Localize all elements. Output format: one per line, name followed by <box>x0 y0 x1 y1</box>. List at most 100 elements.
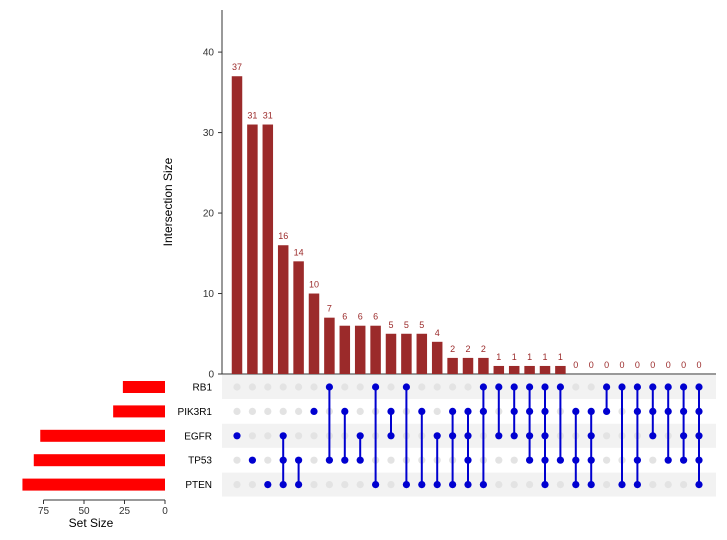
matrix-dot-active <box>695 481 703 489</box>
matrix-dot-active <box>680 407 688 415</box>
intersection-bar <box>447 357 458 374</box>
intersection-bar <box>247 124 258 375</box>
intersection-bar-label: 6 <box>373 312 378 322</box>
matrix-dot-active <box>356 432 364 440</box>
matrix-dot-inactive <box>310 432 318 440</box>
matrix-dot-active <box>495 383 503 391</box>
matrix-dot-active <box>418 481 426 489</box>
set-size-tick-label: 50 <box>78 506 90 517</box>
matrix-dot-active <box>433 481 441 489</box>
matrix-dot-inactive <box>649 456 657 464</box>
intersection-bars <box>231 76 566 375</box>
matrix-dot-active <box>325 456 333 464</box>
matrix-dot-active <box>402 481 410 489</box>
matrix-dot-active <box>464 432 472 440</box>
intersection-bar <box>385 333 397 374</box>
matrix-dot-inactive <box>495 481 503 489</box>
intersection-bar-label: 5 <box>404 320 409 330</box>
matrix-dot-active <box>479 481 487 489</box>
matrix-dot-active <box>433 432 441 440</box>
intersection-bar <box>308 293 320 374</box>
matrix-dot-active <box>649 383 657 391</box>
matrix-dot-active <box>603 407 611 415</box>
matrix-dot-inactive <box>680 481 688 489</box>
intersection-bar <box>524 365 535 374</box>
matrix-dot-active <box>248 456 256 464</box>
set-size-bar <box>113 405 165 418</box>
matrix-dot-inactive <box>310 383 318 391</box>
matrix-dot-active <box>279 432 287 440</box>
matrix-dot-inactive <box>510 481 518 489</box>
intersection-bar <box>231 76 243 374</box>
intersection-bar-label: 0 <box>573 360 578 370</box>
matrix-dot-active <box>310 407 318 415</box>
matrix-dot-active <box>572 407 580 415</box>
matrix-dot-active <box>633 383 642 391</box>
matrix-dot-active <box>387 432 395 440</box>
y-tick-label: 0 <box>208 370 214 381</box>
matrix-dot-inactive <box>233 481 241 489</box>
intersection-bar-label: 6 <box>342 312 347 322</box>
intersection-bar <box>277 245 289 374</box>
matrix-dot-active <box>541 383 549 391</box>
matrix-dot-inactive <box>449 383 457 391</box>
matrix-dot-active <box>449 407 457 415</box>
matrix-dot-inactive <box>295 383 303 391</box>
matrix-dot-active <box>680 456 688 464</box>
intersection-bar-label: 14 <box>294 247 304 257</box>
set-size-tick-label: 0 <box>162 506 168 517</box>
matrix-dot-inactive <box>603 456 611 464</box>
matrix-dot-active <box>418 407 426 415</box>
matrix-dot-active <box>526 432 534 440</box>
matrix-dot-inactive <box>495 456 503 464</box>
matrix-dot-inactive <box>433 407 441 415</box>
matrix-dot-active <box>341 407 349 415</box>
matrix-dot-inactive <box>325 481 333 489</box>
matrix-dot-inactive <box>587 383 595 391</box>
y-tick-label: 40 <box>203 48 215 59</box>
matrix-dot-inactive <box>310 481 318 489</box>
intersection-bar-label: 0 <box>696 360 701 370</box>
matrix-dot-active <box>541 456 549 464</box>
matrix-dot-active <box>449 432 457 440</box>
matrix-dot-inactive <box>464 383 472 391</box>
set-label: PTEN <box>185 480 212 491</box>
matrix-dot-active <box>695 383 703 391</box>
matrix-dot-active <box>372 481 380 489</box>
matrix-dot-inactive <box>433 383 441 391</box>
intersection-bar-label: 6 <box>358 312 363 322</box>
intersection-bar-label: 0 <box>650 360 655 370</box>
set-size-bar <box>33 454 165 467</box>
set-label: PIK3R1 <box>178 407 213 418</box>
matrix-dot-active <box>541 481 549 489</box>
matrix-dot-active <box>618 383 626 391</box>
matrix-dot-active <box>587 432 595 440</box>
matrix-dot-inactive <box>248 383 256 391</box>
intersection-bar-label: 31 <box>247 111 257 121</box>
intersection-bar <box>462 357 474 374</box>
matrix-dot-active <box>279 481 287 489</box>
matrix-dot-active <box>664 456 672 464</box>
matrix-dot-active <box>587 481 595 489</box>
matrix-dot-active <box>587 407 595 415</box>
matrix-dot-inactive <box>510 456 518 464</box>
intersection-bar-label: 0 <box>681 360 686 370</box>
matrix-dot-active <box>572 456 580 464</box>
matrix-dot-active <box>479 407 487 415</box>
y-tick-label: 30 <box>203 128 215 139</box>
intersection-bar <box>478 357 489 374</box>
matrix-dot-active <box>526 456 534 464</box>
matrix-dot-active <box>341 456 349 464</box>
set-size-bars <box>22 381 166 491</box>
intersection-bar <box>262 124 274 375</box>
matrix-dot-active <box>695 456 703 464</box>
matrix-dot-inactive <box>248 481 256 489</box>
matrix-dot-inactive <box>279 383 287 391</box>
intersection-bar-label: 37 <box>232 62 242 72</box>
set-label: TP53 <box>188 456 212 467</box>
matrix-dot-inactive <box>248 432 256 440</box>
intersection-bar-label: 1 <box>527 352 532 362</box>
